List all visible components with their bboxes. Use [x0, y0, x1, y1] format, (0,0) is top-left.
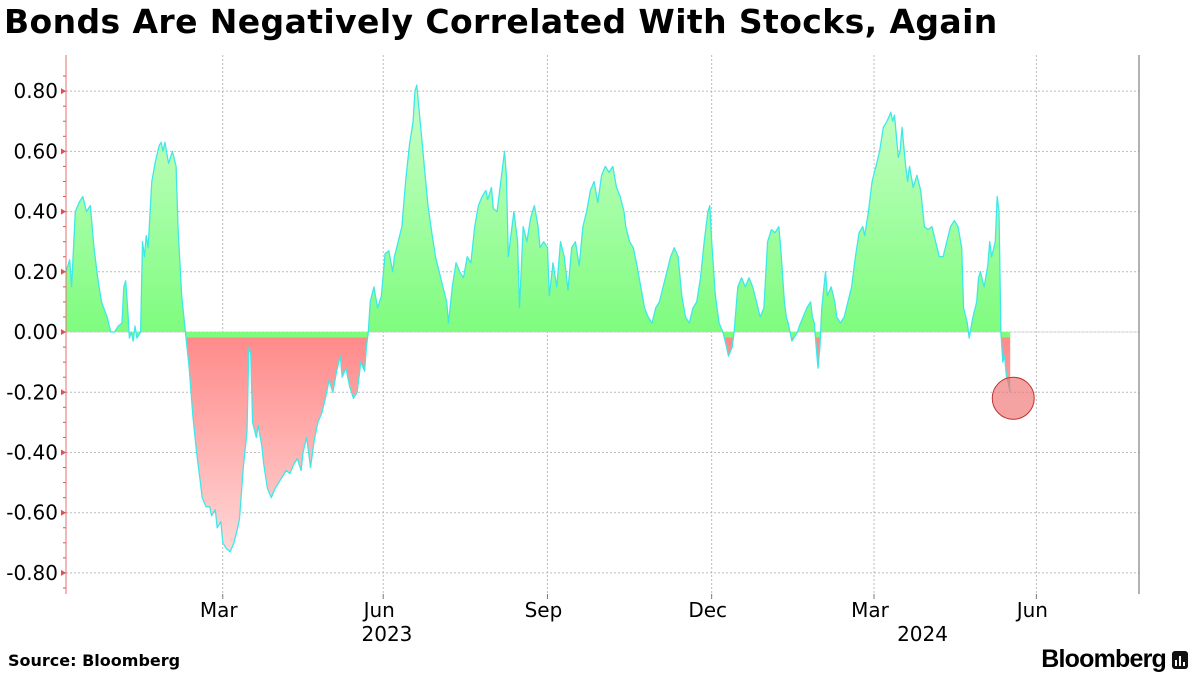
correlation-line	[65, 84, 1011, 553]
axes	[61, 55, 1140, 599]
y-tick-label: -0.60	[6, 501, 58, 525]
latest-value-marker	[991, 376, 1035, 420]
x-tick-label: Dec	[688, 598, 727, 622]
area-layer	[65, 84, 1035, 553]
source-note: Source: Bloomberg	[8, 651, 181, 670]
x-tick-label: Sep	[525, 598, 563, 622]
y-tick-label: -0.80	[6, 561, 58, 585]
y-tick-label: -0.40	[6, 440, 58, 464]
y-tick-label: 0.40	[13, 200, 58, 224]
x-tick-label: Jun	[1015, 598, 1048, 622]
y-tick-label: -0.20	[6, 380, 58, 404]
bloomberg-terminal-icon	[1172, 650, 1188, 669]
x-year-label: 2023	[362, 622, 413, 646]
brand-logo: Bloomberg	[1041, 645, 1188, 674]
brand-name: Bloomberg	[1041, 645, 1167, 673]
y-tick-label: 0.20	[13, 260, 58, 284]
y-tick-label: 0.00	[13, 320, 58, 344]
negative-area	[129, 337, 1011, 552]
x-tick-label: Mar	[200, 598, 239, 622]
y-tick-label: 0.80	[13, 79, 58, 103]
positive-area	[66, 85, 1011, 338]
y-tick-label: 0.60	[13, 139, 58, 163]
x-tick-label: Mar	[851, 598, 890, 622]
x-year-label: 2024	[897, 622, 948, 646]
x-tick-label: Jun	[362, 598, 395, 622]
chart-title: Bonds Are Negatively Correlated With Sto…	[4, 2, 998, 41]
tick-labels: 0.80 0.60 0.40 0.20 0.00 -0.20 -0.40 -0.60 -0.80…	[6, 79, 1048, 646]
